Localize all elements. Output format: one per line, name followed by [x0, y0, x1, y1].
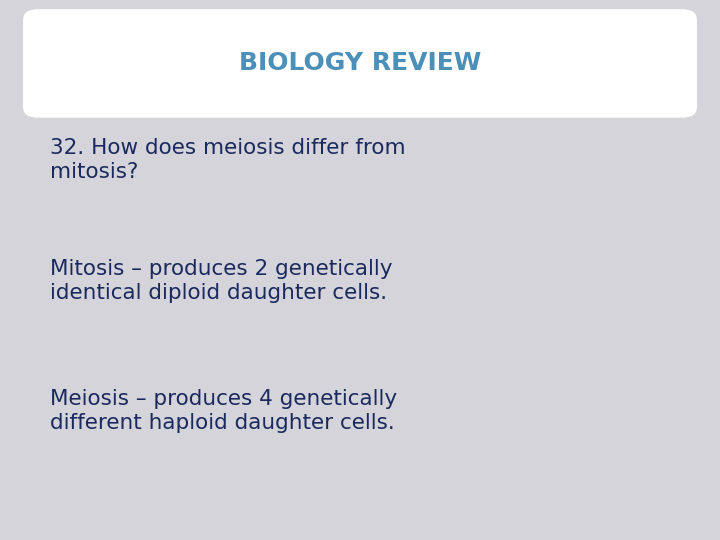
FancyBboxPatch shape — [23, 9, 697, 118]
Text: Mitosis – produces 2 genetically
identical diploid daughter cells.: Mitosis – produces 2 genetically identic… — [50, 259, 393, 303]
Text: Meiosis – produces 4 genetically
different haploid daughter cells.: Meiosis – produces 4 genetically differe… — [50, 389, 397, 433]
Text: BIOLOGY REVIEW: BIOLOGY REVIEW — [239, 51, 481, 76]
Text: 32. How does meiosis differ from
mitosis?: 32. How does meiosis differ from mitosis… — [50, 138, 406, 181]
